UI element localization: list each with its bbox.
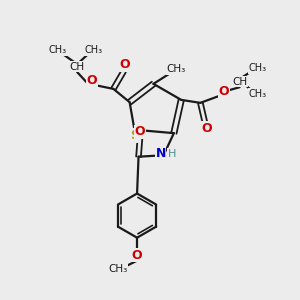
- Text: CH₃: CH₃: [84, 45, 102, 55]
- Text: CH: CH: [232, 77, 248, 87]
- Text: CH₃: CH₃: [167, 64, 186, 74]
- Text: CH₃: CH₃: [108, 264, 128, 274]
- Text: N: N: [155, 147, 166, 160]
- Text: O: O: [219, 85, 229, 98]
- Text: CH: CH: [70, 62, 85, 72]
- Text: O: O: [87, 74, 97, 88]
- Text: CH₃: CH₃: [249, 89, 267, 99]
- Text: S: S: [130, 129, 139, 142]
- Text: O: O: [135, 125, 145, 138]
- Text: H: H: [168, 149, 176, 159]
- Text: CH₃: CH₃: [49, 45, 67, 55]
- Text: CH₃: CH₃: [248, 63, 266, 73]
- Text: O: O: [120, 58, 130, 71]
- Text: O: O: [132, 249, 142, 262]
- Text: O: O: [201, 122, 211, 135]
